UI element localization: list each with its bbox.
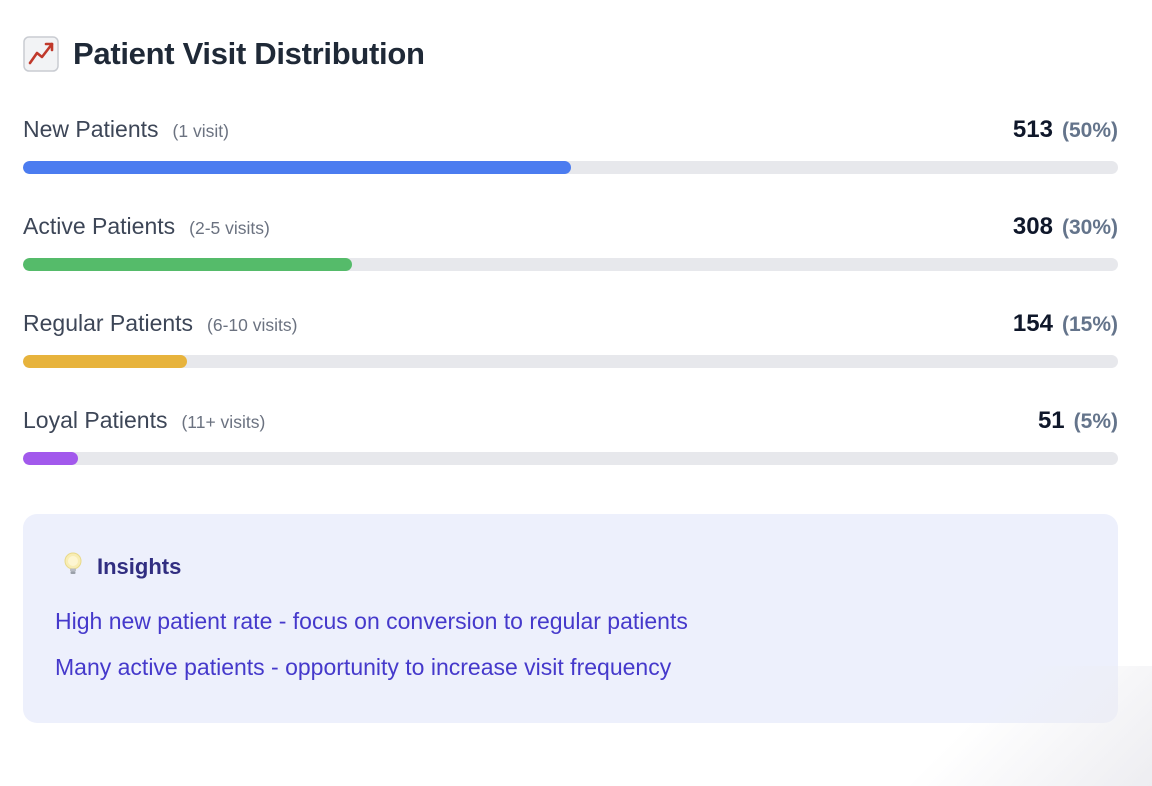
light-bulb-icon xyxy=(61,551,85,582)
category-count: 154 xyxy=(1012,310,1053,337)
progress-bar-track xyxy=(23,258,1118,271)
category-value-group: 308 (30%) xyxy=(1013,213,1118,241)
distribution-row: Regular Patients (6-10 visits) 154 (15%) xyxy=(23,310,1118,368)
category-visit-range: (2-5 visits) xyxy=(189,218,270,238)
progress-bar-fill xyxy=(23,452,78,465)
category-label-group: Active Patients (2-5 visits) xyxy=(23,213,270,240)
chart-increasing-icon xyxy=(23,36,59,72)
insights-title: Insights xyxy=(97,553,182,579)
progress-bar-fill xyxy=(23,355,188,368)
category-percent: (5%) xyxy=(1073,410,1118,433)
distribution-row: Active Patients (2-5 visits) 308 (30%) xyxy=(23,213,1118,271)
category-visit-range: (1 visit) xyxy=(172,121,229,141)
category-label: Loyal Patients xyxy=(23,407,168,433)
category-label-group: Loyal Patients (11+ visits) xyxy=(23,407,265,434)
insight-item: High new patient rate - focus on convers… xyxy=(55,608,688,634)
distribution-row: Loyal Patients (11+ visits) 51 (5%) xyxy=(23,407,1118,465)
category-percent: (50%) xyxy=(1061,119,1118,142)
category-value-group: 51 (5%) xyxy=(1038,407,1118,435)
insights-list: High new patient rate - focus on convers… xyxy=(55,608,1082,681)
insights-panel: Insights High new patient rate - focus o… xyxy=(23,514,1118,723)
progress-bar-track xyxy=(23,452,1118,465)
distribution-row-header: Loyal Patients (11+ visits) 51 (5%) xyxy=(23,407,1118,435)
category-label: New Patients xyxy=(23,116,159,142)
page-title: Patient Visit Distribution xyxy=(73,36,425,71)
insight-item: Many active patients - opportunity to in… xyxy=(55,654,672,681)
insights-header: Insights xyxy=(61,551,1082,582)
distribution-row-header: Regular Patients (6-10 visits) 154 (15%) xyxy=(23,310,1118,338)
distribution-row-header: Active Patients (2-5 visits) 308 (30%) xyxy=(23,213,1118,241)
category-value-group: 154 (15%) xyxy=(1013,310,1118,338)
progress-bar-track xyxy=(23,355,1118,368)
category-visit-range: (11+ visits) xyxy=(181,412,266,432)
distribution-row-header: New Patients (1 visit) 513 (50%) xyxy=(23,116,1118,144)
category-count: 513 xyxy=(1012,116,1053,143)
distribution-list: New Patients (1 visit) 513 (50%) Active … xyxy=(23,116,1118,465)
page-header: Patient Visit Distribution xyxy=(23,36,1118,72)
category-label-group: Regular Patients (6-10 visits) xyxy=(23,310,297,337)
category-visit-range: (6-10 visits) xyxy=(207,315,298,335)
category-percent: (15%) xyxy=(1061,313,1118,336)
progress-bar-fill xyxy=(23,258,352,271)
progress-bar-fill xyxy=(23,161,571,174)
category-percent: (30%) xyxy=(1061,216,1118,239)
category-label: Regular Patients xyxy=(23,310,194,336)
progress-bar-track xyxy=(23,161,1118,174)
category-count: 308 xyxy=(1012,213,1053,240)
category-label-group: New Patients (1 visit) xyxy=(23,116,229,143)
category-count: 51 xyxy=(1037,407,1065,434)
category-value-group: 513 (50%) xyxy=(1013,116,1118,144)
distribution-row: New Patients (1 visit) 513 (50%) xyxy=(23,116,1118,174)
category-label: Active Patients xyxy=(23,213,176,239)
